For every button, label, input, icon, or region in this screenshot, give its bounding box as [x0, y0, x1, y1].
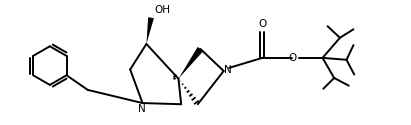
Polygon shape — [178, 47, 203, 79]
Text: O: O — [288, 53, 297, 63]
Text: OH: OH — [154, 5, 170, 15]
Polygon shape — [146, 17, 154, 44]
Text: O: O — [258, 19, 266, 29]
Text: N: N — [138, 104, 145, 114]
Text: N: N — [224, 65, 232, 75]
